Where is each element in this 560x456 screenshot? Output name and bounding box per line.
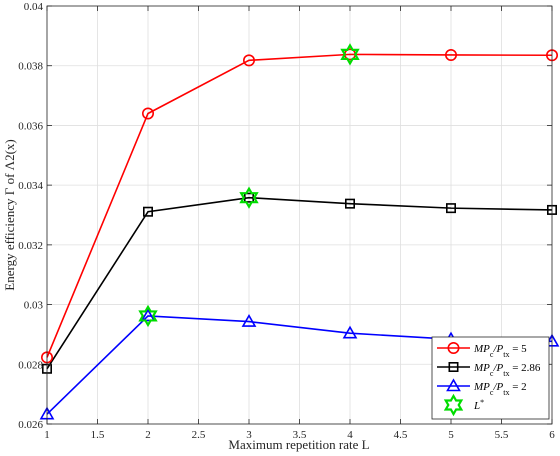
legend-entry: MPc/Ptx = 2.86 [437, 361, 541, 378]
x-tick-label: 2.5 [192, 429, 206, 441]
x-tick-label: 1 [44, 429, 50, 441]
legend-entry: L* [443, 393, 484, 417]
series-line-1 [46, 196, 553, 370]
x-tick-label: 6 [549, 429, 555, 441]
series-2-point [342, 325, 358, 339]
x-tick-label: 4.5 [394, 429, 408, 441]
legend-entry: MPc/Ptx = 5 [437, 341, 527, 359]
y-tick-label: 0.034 [18, 180, 43, 192]
y-tick-label: 0.032 [18, 240, 43, 252]
optimal-point [138, 304, 158, 328]
y-axis-label: Energy efficiency Γ of Λ2(x) [2, 139, 17, 290]
series-1-point [344, 198, 355, 209]
legend-label: L* [473, 398, 484, 413]
series-1-point [143, 206, 154, 217]
y-tick-label: 0.03 [24, 300, 44, 312]
y-tick-label: 0.04 [24, 1, 44, 13]
series-2-point [140, 308, 156, 322]
legend-swatch-marker [443, 393, 464, 417]
legend-entry: MPc/Ptx = 2 [437, 378, 527, 397]
legend-box [431, 336, 550, 420]
x-tick-label: 2 [145, 429, 151, 441]
optimal-markers [138, 43, 360, 328]
y-tick-label: 0.028 [18, 359, 43, 371]
series-0-point [243, 54, 256, 67]
x-tick-label: 5 [448, 429, 454, 441]
legend-label: MPc/Ptx = 2.86 [473, 362, 541, 378]
x-tick-label: 5.5 [495, 429, 509, 441]
y-tick-label: 0.038 [18, 61, 43, 73]
x-tick-label: 1.5 [91, 429, 105, 441]
optimal-point [340, 43, 360, 66]
series-0-point [142, 107, 155, 120]
legend-swatch-marker [447, 341, 460, 354]
legend-label: MPc/Ptx = 2 [473, 381, 527, 397]
optimal-point [239, 186, 259, 209]
x-tick-label: 3 [246, 429, 252, 441]
series-line-0 [46, 53, 553, 358]
legend-swatch-marker [446, 378, 461, 392]
legend: MPc/Ptx = 5 MPc/Ptx = 2.86 MPc/Ptx = 2L* [431, 336, 550, 420]
series-1-point [445, 203, 456, 214]
series-2-point [241, 313, 257, 327]
series-0-point [444, 48, 457, 61]
x-tick-label: 4 [347, 429, 353, 441]
legend-swatch-marker [448, 361, 459, 372]
y-tick-label: 0.026 [18, 419, 43, 431]
x-tick-label: 3.5 [293, 429, 307, 441]
x-axis-label: Maximum repetition rate L [228, 437, 369, 452]
legend-label: MPc/Ptx = 5 [473, 343, 527, 359]
ticks: 1 1.5 2 2.5 3 3.5 4 4.5 5 5.5 6 0.026 0.028 0.03 0.032… [18, 1, 555, 441]
y-tick-label: 0.036 [18, 120, 43, 132]
